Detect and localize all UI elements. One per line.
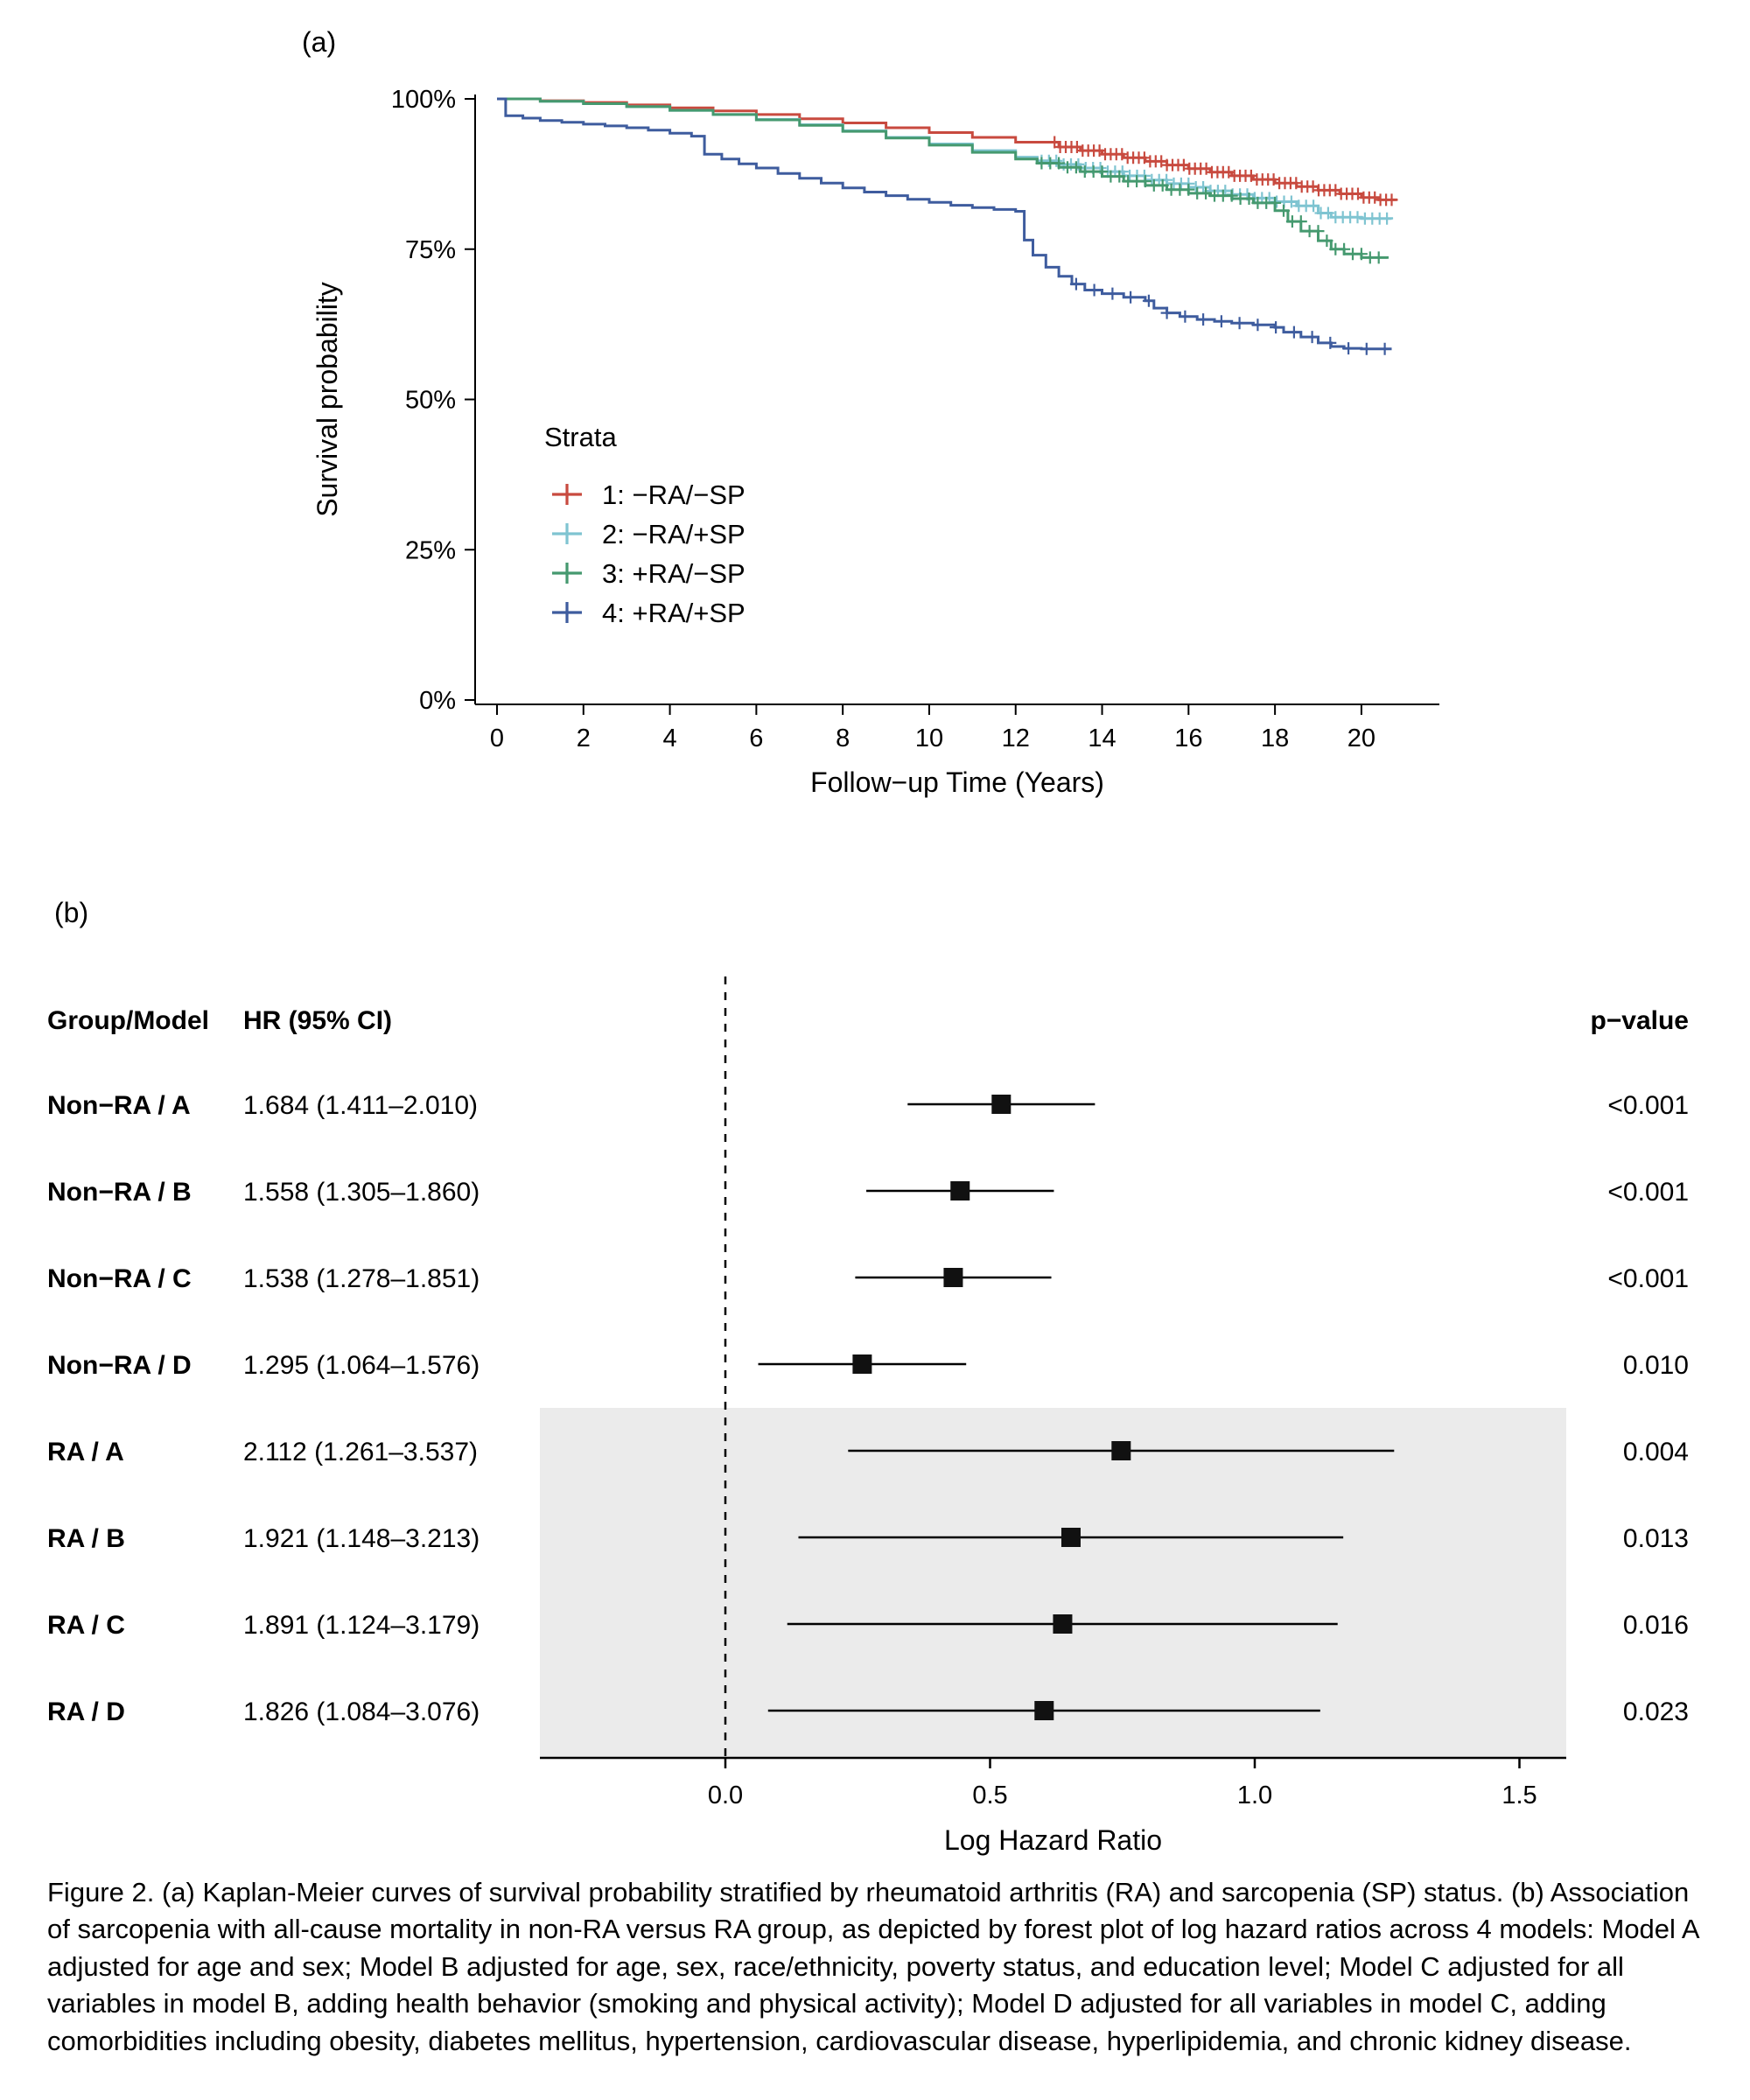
row-hr-ci-label: 1.826 (1.084–3.076) xyxy=(243,1698,480,1726)
x-tick-label: 14 xyxy=(1088,724,1116,752)
legend-key-plus-icon-stratum-2 xyxy=(552,523,582,544)
hr-point-marker xyxy=(950,1181,970,1200)
x-tick-label: 4 xyxy=(663,724,677,752)
row-p-value: <0.001 xyxy=(1607,1178,1689,1207)
legend-label-stratum-2: 2: −RA/+SP xyxy=(602,519,746,550)
row-hr-ci-label: 2.112 (1.261–3.537) xyxy=(243,1438,478,1466)
figure-caption: Figure 2. (a) Kaplan-Meier curves of sur… xyxy=(47,1877,1698,2056)
censor-marks-stratum-1 xyxy=(1048,136,1398,206)
panel-b-label: (b) xyxy=(54,897,89,928)
hr-point-marker xyxy=(1053,1614,1073,1634)
row-p-value: 0.016 xyxy=(1623,1611,1689,1640)
x-tick-label: 1.5 xyxy=(1502,1782,1536,1810)
kaplan-meier-plot: 0% 25% 50% 75% 100% 0 2 4 6 8 10 12 14 16 18 20 Follow−u… xyxy=(312,86,1439,798)
row-group-label: RA / C xyxy=(47,1611,125,1640)
x-tick-label: 18 xyxy=(1261,724,1289,752)
legend-label-stratum-4: 4: +RA/+SP xyxy=(602,598,746,628)
x-tick-label: 6 xyxy=(749,724,763,752)
hr-point-marker xyxy=(943,1268,963,1287)
legend-label-stratum-3: 3: +RA/−SP xyxy=(602,558,746,589)
row-hr-ci-label: 1.684 (1.411–2.010) xyxy=(243,1091,478,1120)
x-tick-label: 0.0 xyxy=(708,1782,743,1810)
y-axis-title: Survival probability xyxy=(312,282,343,517)
x-tick-label: 2 xyxy=(577,724,591,752)
hr-point-marker xyxy=(1060,1528,1081,1547)
km-curve-stratum-4 xyxy=(497,97,1392,351)
censor-marks-stratum-3 xyxy=(1035,157,1385,264)
hr-point-marker xyxy=(991,1095,1012,1114)
row-group-label: RA / D xyxy=(47,1698,125,1726)
row-hr-ci-label: 1.538 (1.278–1.851) xyxy=(243,1264,480,1293)
x-tick-label: 12 xyxy=(1002,724,1030,752)
hr-point-marker xyxy=(852,1354,872,1374)
row-group-label: Non−RA / B xyxy=(47,1178,192,1207)
row-group-label: Non−RA / A xyxy=(47,1091,191,1120)
panel-a-label: (a) xyxy=(302,26,337,58)
row-group-label: Non−RA / C xyxy=(47,1264,192,1293)
row-hr-ci-label: 1.295 (1.064–1.576) xyxy=(243,1351,480,1380)
y-tick-label: 75% xyxy=(405,236,456,264)
x-tick-label: 0 xyxy=(490,724,504,752)
km-curve-stratum-1 xyxy=(497,97,1397,201)
censor-marks-stratum-4 xyxy=(1069,277,1391,355)
row-hr-ci-label: 1.891 (1.124–3.179) xyxy=(243,1611,480,1640)
row-p-value: 0.023 xyxy=(1623,1698,1689,1726)
x-tick-label: 1.0 xyxy=(1237,1782,1272,1810)
row-p-value: 0.004 xyxy=(1623,1438,1689,1466)
hr-point-marker xyxy=(1034,1701,1054,1720)
row-group-label: Non−RA / D xyxy=(47,1351,192,1380)
x-tick-label: 8 xyxy=(836,724,850,752)
legend-key-plus-icon-stratum-3 xyxy=(552,563,582,584)
legend-key-plus-icon-stratum-1 xyxy=(552,484,582,505)
forest-plot: Group/Model HR (95% CI) p−value Non−RA / A 1… xyxy=(47,976,1689,1856)
row-group-label: RA / B xyxy=(47,1524,125,1553)
y-tick-label: 100% xyxy=(391,86,456,114)
x-axis-title: Log Hazard Ratio xyxy=(944,1824,1162,1856)
row-p-value: <0.001 xyxy=(1607,1091,1689,1120)
column-header-group: Group/Model xyxy=(47,1006,209,1035)
row-p-value: 0.013 xyxy=(1623,1524,1689,1553)
row-hr-ci-label: 1.921 (1.148–3.213) xyxy=(243,1524,480,1553)
x-tick-label: 10 xyxy=(915,724,943,752)
x-axis-title: Follow−up Time (Years) xyxy=(810,766,1104,798)
legend-title: Strata xyxy=(544,422,617,452)
y-tick-label: 50% xyxy=(405,387,456,415)
x-tick-label: 16 xyxy=(1174,724,1202,752)
row-group-label: RA / A xyxy=(47,1438,124,1466)
y-tick-label: 25% xyxy=(405,536,456,564)
row-hr-ci-label: 1.558 (1.305–1.860) xyxy=(243,1178,480,1207)
x-tick-label: 0.5 xyxy=(972,1782,1007,1810)
x-tick-label: 20 xyxy=(1348,724,1376,752)
column-header-hr: HR (95% CI) xyxy=(243,1006,392,1035)
row-p-value: 0.010 xyxy=(1623,1351,1689,1380)
hr-point-marker xyxy=(1111,1441,1131,1460)
y-tick-label: 0% xyxy=(419,687,456,715)
row-p-value: <0.001 xyxy=(1607,1264,1689,1293)
legend-key-plus-icon-stratum-4 xyxy=(552,602,582,623)
ra-group-shading xyxy=(540,1408,1566,1758)
legend-label-stratum-1: 1: −RA/−SP xyxy=(602,480,746,510)
column-header-p: p−value xyxy=(1590,1006,1689,1035)
